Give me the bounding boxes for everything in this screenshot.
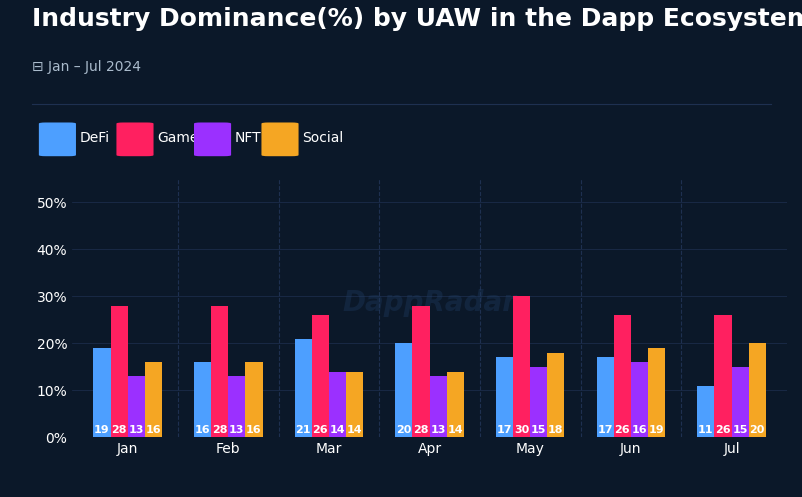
Text: 15: 15: [731, 425, 747, 435]
Bar: [144, 362, 162, 437]
Text: 11: 11: [697, 425, 713, 435]
FancyBboxPatch shape: [116, 122, 153, 156]
Bar: [128, 376, 144, 437]
Bar: [395, 343, 412, 437]
Bar: [529, 367, 547, 437]
FancyBboxPatch shape: [38, 122, 76, 156]
Bar: [111, 306, 128, 437]
Bar: [714, 315, 731, 437]
Text: 16: 16: [195, 425, 210, 435]
Text: DeFi: DeFi: [79, 131, 109, 145]
Bar: [329, 372, 346, 437]
Text: 16: 16: [145, 425, 161, 435]
Text: 26: 26: [614, 425, 630, 435]
Bar: [346, 372, 363, 437]
Text: Social: Social: [302, 131, 342, 145]
Text: Games: Games: [156, 131, 205, 145]
Text: 19: 19: [648, 425, 663, 435]
Text: 30: 30: [513, 425, 529, 435]
Bar: [512, 296, 529, 437]
Text: Industry Dominance(%) by UAW in the Dapp Ecosystem: Industry Dominance(%) by UAW in the Dapp…: [32, 7, 802, 31]
Text: 14: 14: [330, 425, 345, 435]
Bar: [446, 372, 464, 437]
Text: 14: 14: [346, 425, 362, 435]
Bar: [613, 315, 630, 437]
FancyBboxPatch shape: [194, 122, 231, 156]
Bar: [211, 306, 228, 437]
Text: 14: 14: [447, 425, 463, 435]
Bar: [194, 362, 211, 437]
Text: 13: 13: [430, 425, 445, 435]
Text: 15: 15: [530, 425, 546, 435]
Bar: [630, 362, 647, 437]
Text: 26: 26: [715, 425, 730, 435]
Text: 13: 13: [229, 425, 245, 435]
Text: 28: 28: [212, 425, 227, 435]
Text: NFT: NFT: [234, 131, 261, 145]
Bar: [93, 348, 111, 437]
Text: 19: 19: [94, 425, 110, 435]
Bar: [429, 376, 446, 437]
Bar: [496, 357, 512, 437]
Text: 21: 21: [295, 425, 310, 435]
Text: 20: 20: [748, 425, 764, 435]
Text: DappRadar: DappRadar: [342, 289, 516, 317]
Bar: [747, 343, 765, 437]
Text: 17: 17: [597, 425, 612, 435]
Bar: [228, 376, 245, 437]
Text: 16: 16: [631, 425, 646, 435]
Text: ⊟ Jan – Jul 2024: ⊟ Jan – Jul 2024: [32, 60, 141, 74]
Bar: [294, 338, 311, 437]
Bar: [596, 357, 613, 437]
Bar: [547, 353, 564, 437]
Text: 13: 13: [128, 425, 144, 435]
Text: 28: 28: [413, 425, 428, 435]
Text: 26: 26: [312, 425, 328, 435]
Text: 17: 17: [496, 425, 512, 435]
Bar: [412, 306, 429, 437]
Bar: [245, 362, 262, 437]
Text: 18: 18: [548, 425, 563, 435]
Text: 20: 20: [395, 425, 411, 435]
FancyBboxPatch shape: [261, 122, 298, 156]
Bar: [731, 367, 747, 437]
Bar: [647, 348, 664, 437]
Bar: [311, 315, 329, 437]
Bar: [696, 386, 714, 437]
Text: 16: 16: [246, 425, 261, 435]
Text: 28: 28: [111, 425, 127, 435]
